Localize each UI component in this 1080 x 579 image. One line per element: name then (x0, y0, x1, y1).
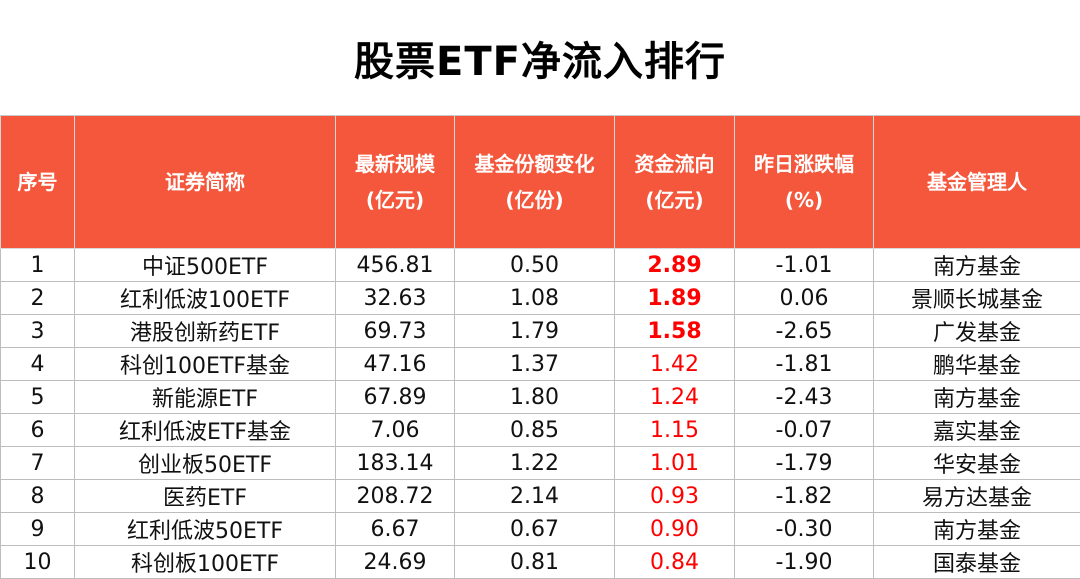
cell-fund-manager: 嘉实基金 (874, 414, 1080, 447)
cell-security-name: 医药ETF (75, 480, 336, 513)
cell-share-change: 1.37 (455, 348, 615, 381)
cell-security-name: 港股创新药ETF (75, 315, 336, 348)
cell-latest-scale: 32.63 (336, 282, 455, 315)
cell-fund-flow: 2.89 (615, 249, 735, 282)
page-title: 股票ETF净流入排行 (0, 0, 1080, 115)
cell-share-change: 2.14 (455, 480, 615, 513)
cell-share-change: 0.85 (455, 414, 615, 447)
column-header-change-pct: 昨日涨跌幅 (%) (735, 116, 874, 249)
cell-share-change: 1.22 (455, 447, 615, 480)
cell-rank: 4 (1, 348, 75, 381)
cell-rank: 6 (1, 414, 75, 447)
cell-latest-scale: 24.69 (336, 546, 455, 579)
cell-security-name: 新能源ETF (75, 381, 336, 414)
cell-fund-manager: 景顺长城基金 (874, 282, 1080, 315)
cell-latest-scale: 47.16 (336, 348, 455, 381)
column-header-latest-scale: 最新规模 (亿元) (336, 116, 455, 249)
cell-fund-manager: 南方基金 (874, 513, 1080, 546)
cell-change-pct: -1.90 (735, 546, 874, 579)
column-header-security-name: 证券简称 (75, 116, 336, 249)
cell-fund-flow: 1.01 (615, 447, 735, 480)
cell-rank: 5 (1, 381, 75, 414)
cell-security-name: 中证500ETF (75, 249, 336, 282)
cell-fund-manager: 南方基金 (874, 249, 1080, 282)
cell-share-change: 1.80 (455, 381, 615, 414)
cell-change-pct: -0.07 (735, 414, 874, 447)
cell-security-name: 创业板50ETF (75, 447, 336, 480)
cell-change-pct: -1.01 (735, 249, 874, 282)
cell-share-change: 0.67 (455, 513, 615, 546)
cell-change-pct: -1.79 (735, 447, 874, 480)
cell-rank: 8 (1, 480, 75, 513)
page: 股票ETF净流入排行 序号 证券简称 最新规模 (亿元) (0, 0, 1080, 564)
cell-security-name: 红利低波100ETF (75, 282, 336, 315)
cell-fund-flow: 1.58 (615, 315, 735, 348)
cell-share-change: 1.79 (455, 315, 615, 348)
cell-fund-flow: 0.93 (615, 480, 735, 513)
cell-fund-flow: 1.89 (615, 282, 735, 315)
cell-change-pct: -1.81 (735, 348, 874, 381)
column-header-fund-manager: 基金管理人 (874, 116, 1080, 249)
cell-fund-flow: 1.42 (615, 348, 735, 381)
cell-security-name: 科创100ETF基金 (75, 348, 336, 381)
cell-fund-manager: 鹏华基金 (874, 348, 1080, 381)
cell-security-name: 红利低波50ETF (75, 513, 336, 546)
cell-latest-scale: 183.14 (336, 447, 455, 480)
cell-change-pct: -2.65 (735, 315, 874, 348)
cell-fund-manager: 南方基金 (874, 381, 1080, 414)
cell-security-name: 红利低波ETF基金 (75, 414, 336, 447)
cell-change-pct: -0.30 (735, 513, 874, 546)
cell-fund-manager: 易方达基金 (874, 480, 1080, 513)
column-header-rank: 序号 (1, 116, 75, 249)
cell-share-change: 0.81 (455, 546, 615, 579)
cell-latest-scale: 456.81 (336, 249, 455, 282)
cell-share-change: 1.08 (455, 282, 615, 315)
cell-share-change: 0.50 (455, 249, 615, 282)
column-header-fund-flow: 资金流向 (亿元) (615, 116, 735, 249)
cell-rank: 7 (1, 447, 75, 480)
cell-change-pct: -1.82 (735, 480, 874, 513)
cell-rank: 2 (1, 282, 75, 315)
cell-latest-scale: 208.72 (336, 480, 455, 513)
cell-change-pct: 0.06 (735, 282, 874, 315)
cell-fund-manager: 华安基金 (874, 447, 1080, 480)
cell-fund-flow: 0.90 (615, 513, 735, 546)
cell-latest-scale: 6.67 (336, 513, 455, 546)
cell-rank: 9 (1, 513, 75, 546)
header-row: 序号 证券简称 最新规模 (亿元) 基金份额变化 (亿份) 资金流向 (亿元) (1, 116, 1080, 249)
cell-fund-flow: 0.84 (615, 546, 735, 579)
cell-fund-manager: 国泰基金 (874, 546, 1080, 579)
cell-fund-manager: 广发基金 (874, 315, 1080, 348)
cell-fund-flow: 1.15 (615, 414, 735, 447)
cell-rank: 10 (1, 546, 75, 579)
cell-rank: 3 (1, 315, 75, 348)
cell-rank: 1 (1, 249, 75, 282)
column-header-share-change: 基金份额变化 (亿份) (455, 116, 615, 249)
cell-change-pct: -2.43 (735, 381, 874, 414)
cell-security-name: 科创板100ETF (75, 546, 336, 579)
cell-latest-scale: 7.06 (336, 414, 455, 447)
cell-latest-scale: 67.89 (336, 381, 455, 414)
etf-ranking-table: 序号 证券简称 最新规模 (亿元) 基金份额变化 (亿份) 资金流向 (亿元) (0, 115, 1080, 579)
cell-latest-scale: 69.73 (336, 315, 455, 348)
cell-fund-flow: 1.24 (615, 381, 735, 414)
